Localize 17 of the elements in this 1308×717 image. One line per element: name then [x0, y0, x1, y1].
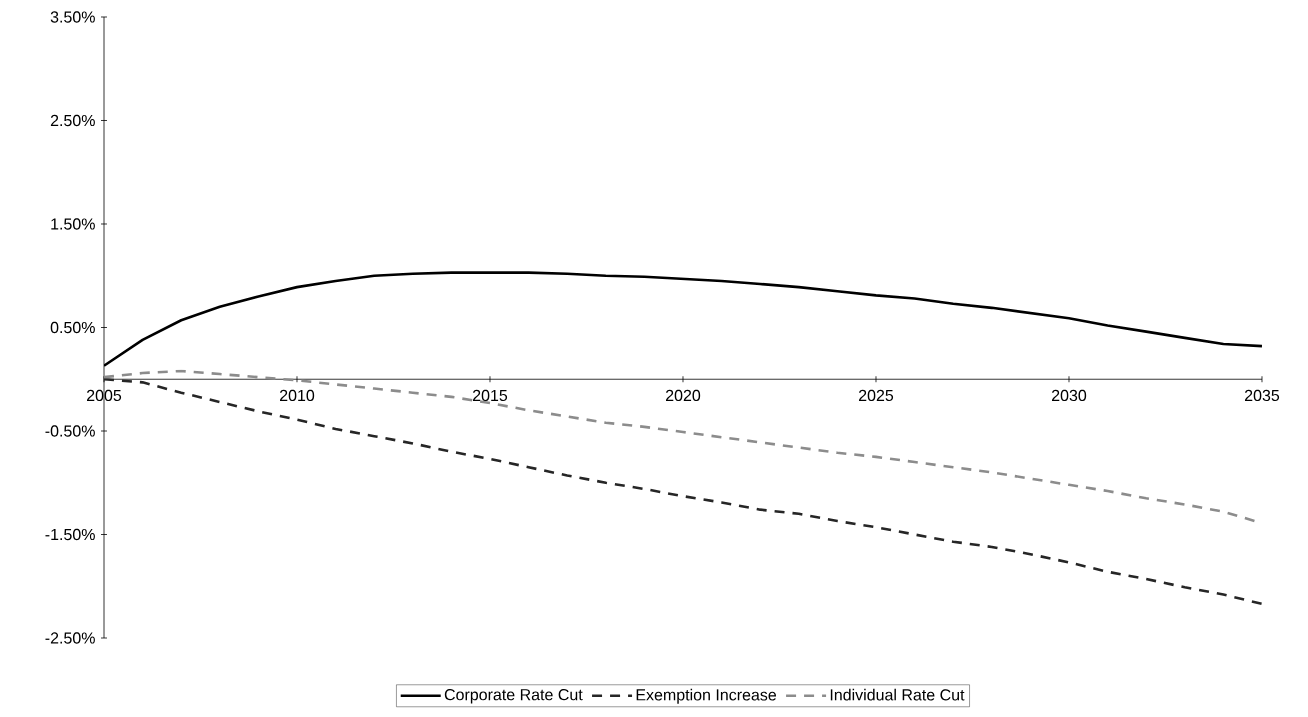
x-tick-label: 2035: [1244, 389, 1280, 402]
y-tick-label: 3.50%: [50, 11, 95, 23]
x-tick-label: 2015: [473, 389, 508, 402]
legend-label: Exemption Increase: [636, 688, 777, 704]
x-tick-label: 2020: [666, 389, 701, 402]
legend-label: Individual Rate Cut: [830, 688, 965, 701]
y-tick-label: 2.50%: [50, 114, 95, 127]
y-tick-label: 1.50%: [51, 218, 95, 230]
x-tick-label: 2025: [859, 389, 894, 402]
legend-label: Corporate Rate Cut: [444, 688, 583, 704]
y-tick-label: -0.50%: [45, 425, 95, 437]
y-tick-label: -2.50%: [45, 632, 95, 644]
x-tick-label: 2010: [280, 389, 315, 402]
x-tick-label: 2005: [87, 389, 122, 402]
y-tick-label: -1.50%: [45, 528, 95, 541]
x-tick-label: 2030: [1051, 389, 1087, 402]
y-tick-label: 0.50%: [50, 321, 95, 334]
